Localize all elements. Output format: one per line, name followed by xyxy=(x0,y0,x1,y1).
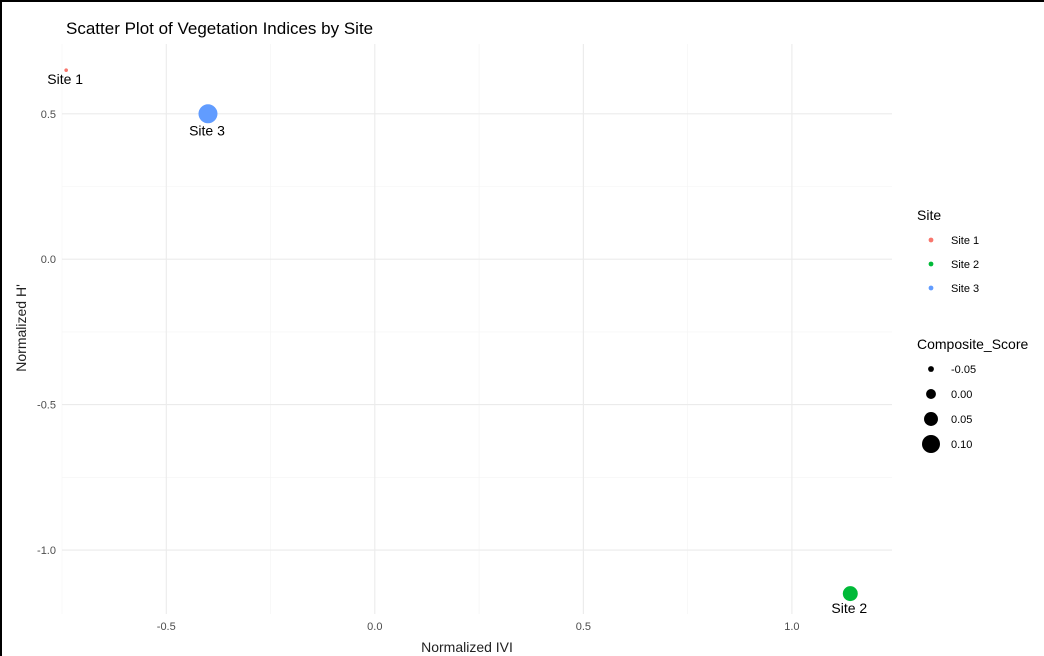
x-axis-title: Normalized IVI xyxy=(421,639,513,655)
legend-size-label: 0.00 xyxy=(951,389,972,401)
legend-size-title: Composite_Score xyxy=(917,336,1028,352)
data-point xyxy=(198,104,218,124)
legend-color-label: Site 3 xyxy=(951,283,979,295)
point-label: Site 1 xyxy=(47,71,83,87)
legend-size-key xyxy=(926,389,936,399)
y-tick-label: -0.5 xyxy=(37,400,56,412)
point-labels: Site 1 Site 2 Site 3 xyxy=(47,71,867,616)
data-point xyxy=(842,586,858,602)
legend-size-entries: -0.05 0.00 0.05 0.10 xyxy=(922,364,976,453)
legend-size-label: 0.10 xyxy=(951,439,972,451)
legend-size-key xyxy=(928,366,934,372)
point-label: Site 2 xyxy=(831,600,867,616)
y-axis-title: Normalized H' xyxy=(13,284,29,371)
legend-color-label: Site 1 xyxy=(951,235,979,247)
legend-size-label: 0.05 xyxy=(951,414,972,426)
x-tick-labels: -0.5 0.0 0.5 1.0 xyxy=(157,621,800,633)
x-tick-label: 0.0 xyxy=(367,621,382,633)
y-tick-labels: -1.0 -0.5 0.0 0.5 xyxy=(37,109,56,557)
legend-size-key xyxy=(924,412,938,426)
legend-size-key xyxy=(922,435,940,453)
point-label: Site 3 xyxy=(189,122,225,138)
data-points xyxy=(64,68,858,602)
legend-color-entries: Site 1 Site 2 Site 3 xyxy=(928,235,979,295)
grid xyxy=(61,44,892,614)
legend-color-key xyxy=(928,261,934,267)
x-tick-label: -0.5 xyxy=(157,621,176,633)
data-point xyxy=(64,68,68,72)
y-tick-label: 0.5 xyxy=(41,109,56,121)
legend-color-key xyxy=(928,285,934,291)
legend-color-label: Site 2 xyxy=(951,259,979,271)
x-tick-label: 1.0 xyxy=(784,621,799,633)
chart-title: Scatter Plot of Vegetation Indices by Si… xyxy=(66,19,373,38)
legend-color-title: Site xyxy=(917,207,941,223)
y-tick-label: 0.0 xyxy=(41,254,56,266)
x-tick-label: 0.5 xyxy=(576,621,591,633)
legend-color-key xyxy=(928,237,934,243)
legend-size-label: -0.05 xyxy=(951,364,976,376)
y-tick-label: -1.0 xyxy=(37,545,56,557)
